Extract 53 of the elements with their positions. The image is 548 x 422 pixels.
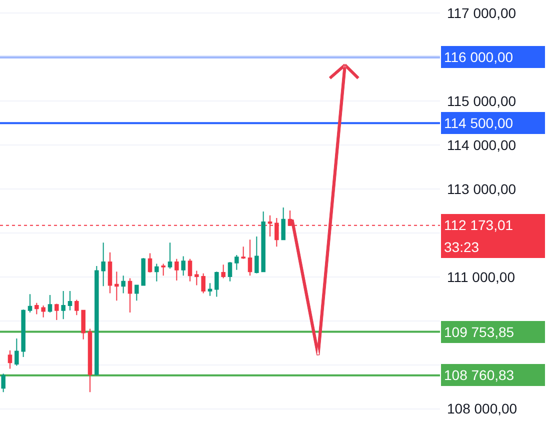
- candlestick: [148, 252, 152, 274]
- candlestick: [214, 271, 219, 298]
- candlestick: [201, 272, 206, 294]
- candlestick: [254, 236, 259, 274]
- candlestick: [154, 263, 159, 282]
- candlestick: [234, 254, 239, 270]
- y-tick-label: 113 000,00: [447, 180, 516, 197]
- candlestick: [21, 308, 26, 358]
- candlestick: [221, 264, 226, 279]
- candlestick: [208, 282, 212, 296]
- candlestick: [121, 275, 126, 294]
- candlestick: [228, 261, 232, 282]
- text: 33:23: [444, 239, 480, 255]
- candlestick: [54, 303, 59, 321]
- ref-line-label: 108 760,83: [444, 367, 514, 383]
- candlestick: [248, 239, 252, 276]
- candlestick: [74, 299, 79, 316]
- candlestick: [108, 252, 112, 294]
- candlestick: [281, 206, 286, 240]
- candlestick: [101, 242, 106, 287]
- candlestick: [61, 290, 66, 320]
- y-tick-label: 114 000,00: [447, 136, 516, 153]
- y-tick-label: 117 000,00: [447, 5, 516, 22]
- candlestick: [81, 309, 86, 340]
- ref-line-label: 109 753,85: [444, 324, 514, 340]
- candlestick: [88, 328, 92, 393]
- candlestick: [194, 270, 199, 286]
- ref-line-label: 112 173,01: [444, 217, 514, 233]
- y-tick-label: 108 000,00: [447, 400, 518, 417]
- candlestick: [68, 290, 72, 311]
- candlestick: [41, 305, 46, 318]
- candlestick: [141, 258, 146, 286]
- candlestick: [114, 271, 119, 302]
- candlestick: [48, 294, 52, 314]
- candlestick: [1, 373, 6, 393]
- candlestick: [241, 246, 246, 260]
- candlestick: [174, 258, 179, 281]
- y-tick-label: 115 000,00: [447, 93, 516, 109]
- candlestick: [261, 210, 266, 272]
- candlestick: [8, 350, 12, 370]
- candlestick: [28, 294, 32, 314]
- candlestick: [168, 242, 172, 270]
- y-tick-label: 111 000,00: [447, 268, 516, 285]
- candlestick: [134, 284, 139, 302]
- candlestick: [94, 265, 99, 376]
- candlestick: [181, 256, 186, 276]
- candlestick: [34, 302, 39, 315]
- candlestick: [188, 258, 192, 282]
- candlestick: [14, 338, 19, 366]
- candlestick: [161, 263, 166, 276]
- candlestick: [128, 278, 132, 314]
- ref-line-label: 116 000,00: [444, 49, 514, 65]
- ref-line-label: 114 500,00: [444, 115, 514, 131]
